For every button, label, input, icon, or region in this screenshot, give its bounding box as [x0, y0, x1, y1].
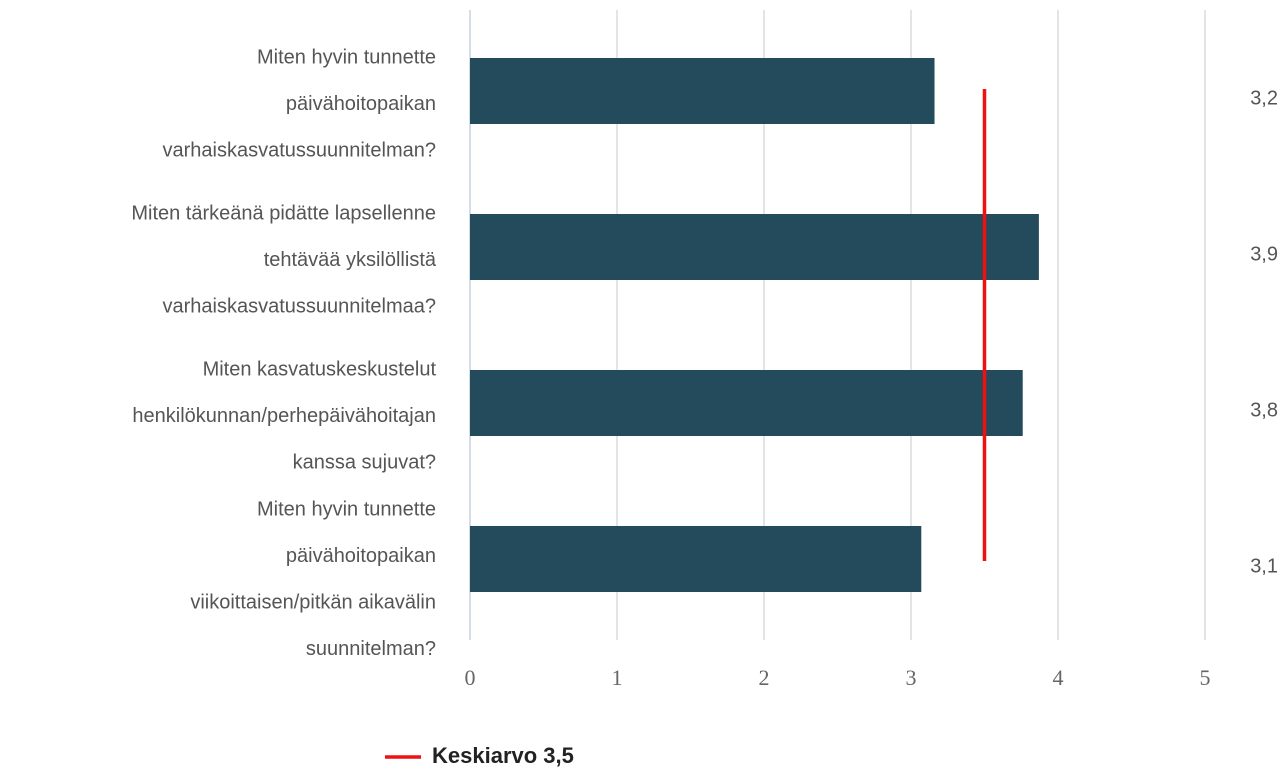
bar: [470, 214, 1039, 280]
category-label: päivähoitopaikan: [286, 545, 436, 567]
value-label: 3,2: [1250, 87, 1278, 109]
category-label: suunnitelman?: [306, 638, 436, 660]
category-label: Miten tärkeänä pidätte lapsellenne: [131, 202, 436, 224]
value-label: 3,8: [1250, 399, 1278, 421]
x-tick-label: 0: [465, 665, 476, 690]
category-label: varhaiskasvatussuunnitelmaa?: [163, 295, 437, 317]
x-tick-label: 2: [759, 665, 770, 690]
x-tick-label: 1: [612, 665, 623, 690]
category-label: Miten hyvin tunnette: [257, 46, 436, 68]
category-label: varhaiskasvatussuunnitelman?: [163, 139, 437, 161]
category-label: kanssa sujuvat?: [293, 451, 436, 473]
bar: [470, 526, 922, 592]
category-label: Miten hyvin tunnette: [257, 498, 436, 520]
value-label: 3,9: [1250, 243, 1278, 265]
bar: [470, 370, 1023, 436]
category-label: päivähoitopaikan: [286, 93, 436, 115]
category-label: viikoittaisen/pitkän aikavälin: [190, 591, 436, 613]
x-tick-label: 4: [1053, 665, 1064, 690]
category-label: tehtävää yksilöllistä: [264, 249, 437, 271]
category-label: Miten kasvatuskeskustelut: [203, 358, 437, 380]
legend-label: Keskiarvo 3,5: [432, 743, 574, 768]
category-label: henkilökunnan/perhepäivähoitajan: [132, 405, 436, 427]
x-tick-label: 5: [1200, 665, 1211, 690]
x-tick-label: 3: [906, 665, 917, 690]
value-label: 3,1: [1250, 555, 1278, 577]
bar: [470, 58, 935, 124]
